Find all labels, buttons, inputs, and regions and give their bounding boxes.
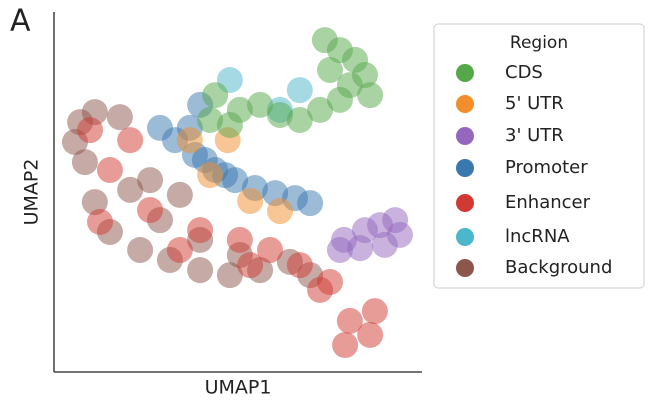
point bbox=[286, 77, 313, 104]
point bbox=[371, 231, 398, 258]
x-axis-label: UMAP1 bbox=[205, 377, 272, 399]
legend-label: 5' UTR bbox=[505, 93, 564, 114]
point bbox=[166, 236, 193, 263]
legend-label: Enhancer bbox=[505, 192, 591, 213]
point bbox=[357, 82, 384, 109]
legend-marker bbox=[456, 159, 474, 177]
legend-marker bbox=[456, 64, 474, 82]
legend: CDS 5' UTR 3' UTR Promoter Enhancer lncRNA Bac… bbox=[456, 62, 612, 278]
point bbox=[106, 104, 133, 131]
point bbox=[166, 181, 193, 208]
point bbox=[237, 252, 264, 279]
point bbox=[117, 176, 144, 203]
point bbox=[332, 332, 359, 358]
point bbox=[96, 157, 123, 184]
plot-area bbox=[61, 27, 413, 358]
point bbox=[197, 107, 224, 133]
point bbox=[357, 321, 384, 348]
point bbox=[266, 198, 293, 225]
legend-box bbox=[433, 23, 645, 289]
point bbox=[326, 236, 353, 263]
point bbox=[311, 27, 338, 54]
point bbox=[317, 269, 343, 295]
legend-marker bbox=[456, 127, 474, 145]
panel-label: A bbox=[10, 4, 31, 39]
point bbox=[336, 307, 363, 334]
point bbox=[216, 112, 243, 139]
point bbox=[286, 252, 313, 279]
point bbox=[237, 188, 264, 214]
point bbox=[127, 236, 154, 263]
point bbox=[361, 298, 388, 325]
point bbox=[202, 82, 229, 109]
legend-label: 3' UTR bbox=[505, 125, 564, 146]
legend-label: Promoter bbox=[505, 157, 588, 178]
legend-marker bbox=[456, 194, 474, 212]
legend-marker bbox=[456, 228, 474, 246]
point bbox=[307, 96, 334, 123]
point bbox=[297, 190, 324, 217]
point bbox=[286, 107, 313, 133]
point bbox=[347, 235, 374, 262]
y-axis-label: UMAP2 bbox=[21, 159, 43, 226]
point bbox=[137, 167, 164, 194]
legend-title: Region bbox=[510, 33, 568, 53]
point bbox=[351, 62, 378, 88]
point bbox=[81, 189, 108, 216]
point bbox=[247, 91, 274, 118]
point bbox=[226, 226, 253, 253]
point bbox=[71, 149, 98, 176]
point bbox=[216, 262, 243, 289]
point bbox=[77, 117, 104, 144]
legend-label: lncRNA bbox=[505, 226, 570, 247]
point bbox=[266, 101, 293, 128]
point bbox=[137, 197, 164, 223]
point bbox=[176, 127, 203, 154]
point bbox=[117, 127, 144, 154]
legend-marker bbox=[456, 259, 474, 277]
point bbox=[87, 208, 113, 235]
point bbox=[187, 257, 214, 284]
legend-marker bbox=[456, 95, 474, 113]
point bbox=[257, 236, 284, 263]
legend-label: CDS bbox=[505, 62, 543, 83]
point bbox=[197, 162, 224, 189]
point bbox=[317, 56, 343, 83]
point bbox=[326, 86, 353, 113]
legend-label: Background bbox=[505, 257, 612, 278]
point bbox=[187, 217, 214, 244]
